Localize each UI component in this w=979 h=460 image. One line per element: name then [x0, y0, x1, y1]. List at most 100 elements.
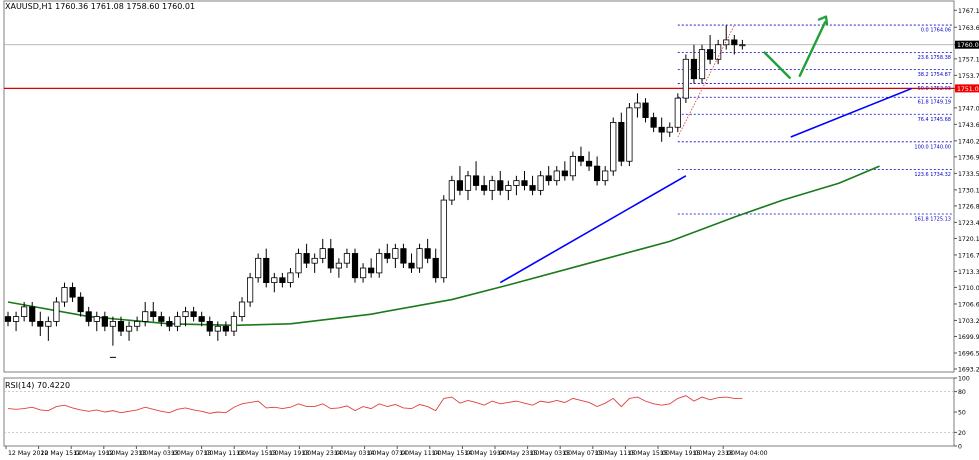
candle — [230, 311, 238, 336]
candle — [400, 243, 407, 269]
candle-body — [400, 248, 407, 264]
candle-body — [85, 311, 92, 322]
candle-body — [392, 248, 399, 259]
candle-body — [93, 316, 100, 322]
price-tick-label: 1743.60 — [958, 122, 979, 129]
candle-body — [263, 257, 270, 283]
candle — [29, 302, 36, 327]
rsi-tick-label: 0 — [958, 444, 962, 451]
candle — [77, 292, 84, 317]
candle-body — [77, 296, 84, 313]
projection-arrows — [763, 15, 829, 79]
price-tick-label: 1699.90 — [958, 334, 979, 341]
candle — [142, 302, 149, 327]
candle — [271, 272, 278, 293]
candle-body — [295, 253, 302, 274]
price-tick-label: 1733.50 — [958, 171, 979, 178]
candle-body — [537, 175, 544, 191]
candle — [311, 253, 318, 273]
candle-body — [238, 301, 246, 317]
trend-line — [499, 175, 687, 284]
candle-body — [674, 97, 681, 128]
candle — [117, 316, 125, 336]
candle — [150, 302, 157, 322]
candle-body — [529, 185, 536, 191]
candle — [408, 253, 415, 273]
candle-body — [174, 316, 181, 327]
price-tick-label: 1747.00 — [958, 105, 979, 112]
candle-body — [335, 262, 342, 269]
candle-body — [489, 180, 496, 191]
candle-body — [279, 277, 286, 283]
resistance-price-tag: 1751.01 — [955, 84, 979, 93]
time-tick-label: 13 May 15:00 — [236, 450, 278, 457]
candle — [37, 311, 44, 336]
current-price-tag: 1760.01 — [955, 40, 979, 49]
time-tick-label: 12 May 15:00 — [41, 450, 83, 457]
candle — [489, 175, 496, 201]
candle — [392, 243, 399, 269]
candle-body — [698, 49, 706, 80]
ohlc-values: 1760.36 1761.08 1758.60 1760.01 — [55, 2, 196, 11]
candle — [295, 248, 302, 278]
candle-body — [521, 180, 528, 186]
candle-body — [246, 277, 254, 303]
candle — [666, 122, 673, 137]
candle — [109, 316, 117, 346]
candle — [690, 44, 698, 84]
candle — [246, 272, 254, 307]
candle — [279, 272, 286, 288]
time-tick-label: 15 May 11:00 — [595, 450, 637, 457]
candle — [69, 282, 76, 303]
candle-body — [61, 287, 68, 303]
candle — [263, 248, 270, 288]
price-tick-label: 1696.50 — [958, 350, 979, 357]
price-tick-label: 1757.10 — [958, 56, 979, 63]
candle — [351, 248, 359, 283]
candle — [182, 306, 189, 327]
candle-body — [303, 253, 310, 264]
candle-body — [690, 58, 698, 80]
fib-level-label: 0.0 1764.06 — [921, 28, 951, 34]
candle — [222, 321, 229, 336]
candle — [513, 175, 520, 196]
candle-body — [214, 325, 221, 332]
candle — [376, 248, 383, 278]
chart-header: XAUUSD,H1 1760.36 1761.08 1758.60 1760.0… — [5, 2, 195, 11]
candle-body — [287, 272, 294, 283]
price-tick-label: 1716.70 — [958, 252, 979, 259]
candle-body — [4, 316, 12, 322]
candle-body — [408, 262, 415, 269]
fib-level-label: 61.8 1749.19 — [918, 100, 951, 106]
candle-body — [134, 321, 141, 327]
time-tick-label: 12 May 23:00 — [106, 450, 148, 457]
candle-body — [634, 102, 641, 109]
candle — [45, 316, 52, 341]
candle — [448, 175, 455, 205]
price-tick-label: 1726.80 — [958, 203, 979, 210]
candle-body — [343, 253, 351, 264]
candle-body — [464, 175, 472, 191]
candle — [319, 238, 326, 264]
rsi-tick-label: 20 — [958, 430, 966, 437]
price-tick-label: 1720.10 — [958, 236, 979, 243]
candle-body — [230, 316, 238, 332]
candle — [101, 311, 108, 332]
candle — [424, 238, 431, 264]
candle — [731, 35, 738, 55]
candle — [61, 282, 68, 307]
time-tick-label: 13 May 23:00 — [301, 450, 343, 457]
current-price-tag-text: 1760.01 — [957, 42, 979, 49]
candle-body — [666, 126, 673, 133]
candle — [134, 316, 141, 332]
candle — [327, 238, 334, 273]
candle — [505, 180, 512, 201]
candle — [650, 112, 657, 133]
time-tick-label: 12 May 2020 — [8, 450, 48, 457]
time-tick-label: 14 May 11:00 — [399, 450, 441, 457]
candle-body — [206, 321, 213, 332]
price-tick-label: 1706.60 — [958, 301, 979, 308]
candle — [343, 248, 351, 269]
candle-body — [561, 170, 568, 177]
